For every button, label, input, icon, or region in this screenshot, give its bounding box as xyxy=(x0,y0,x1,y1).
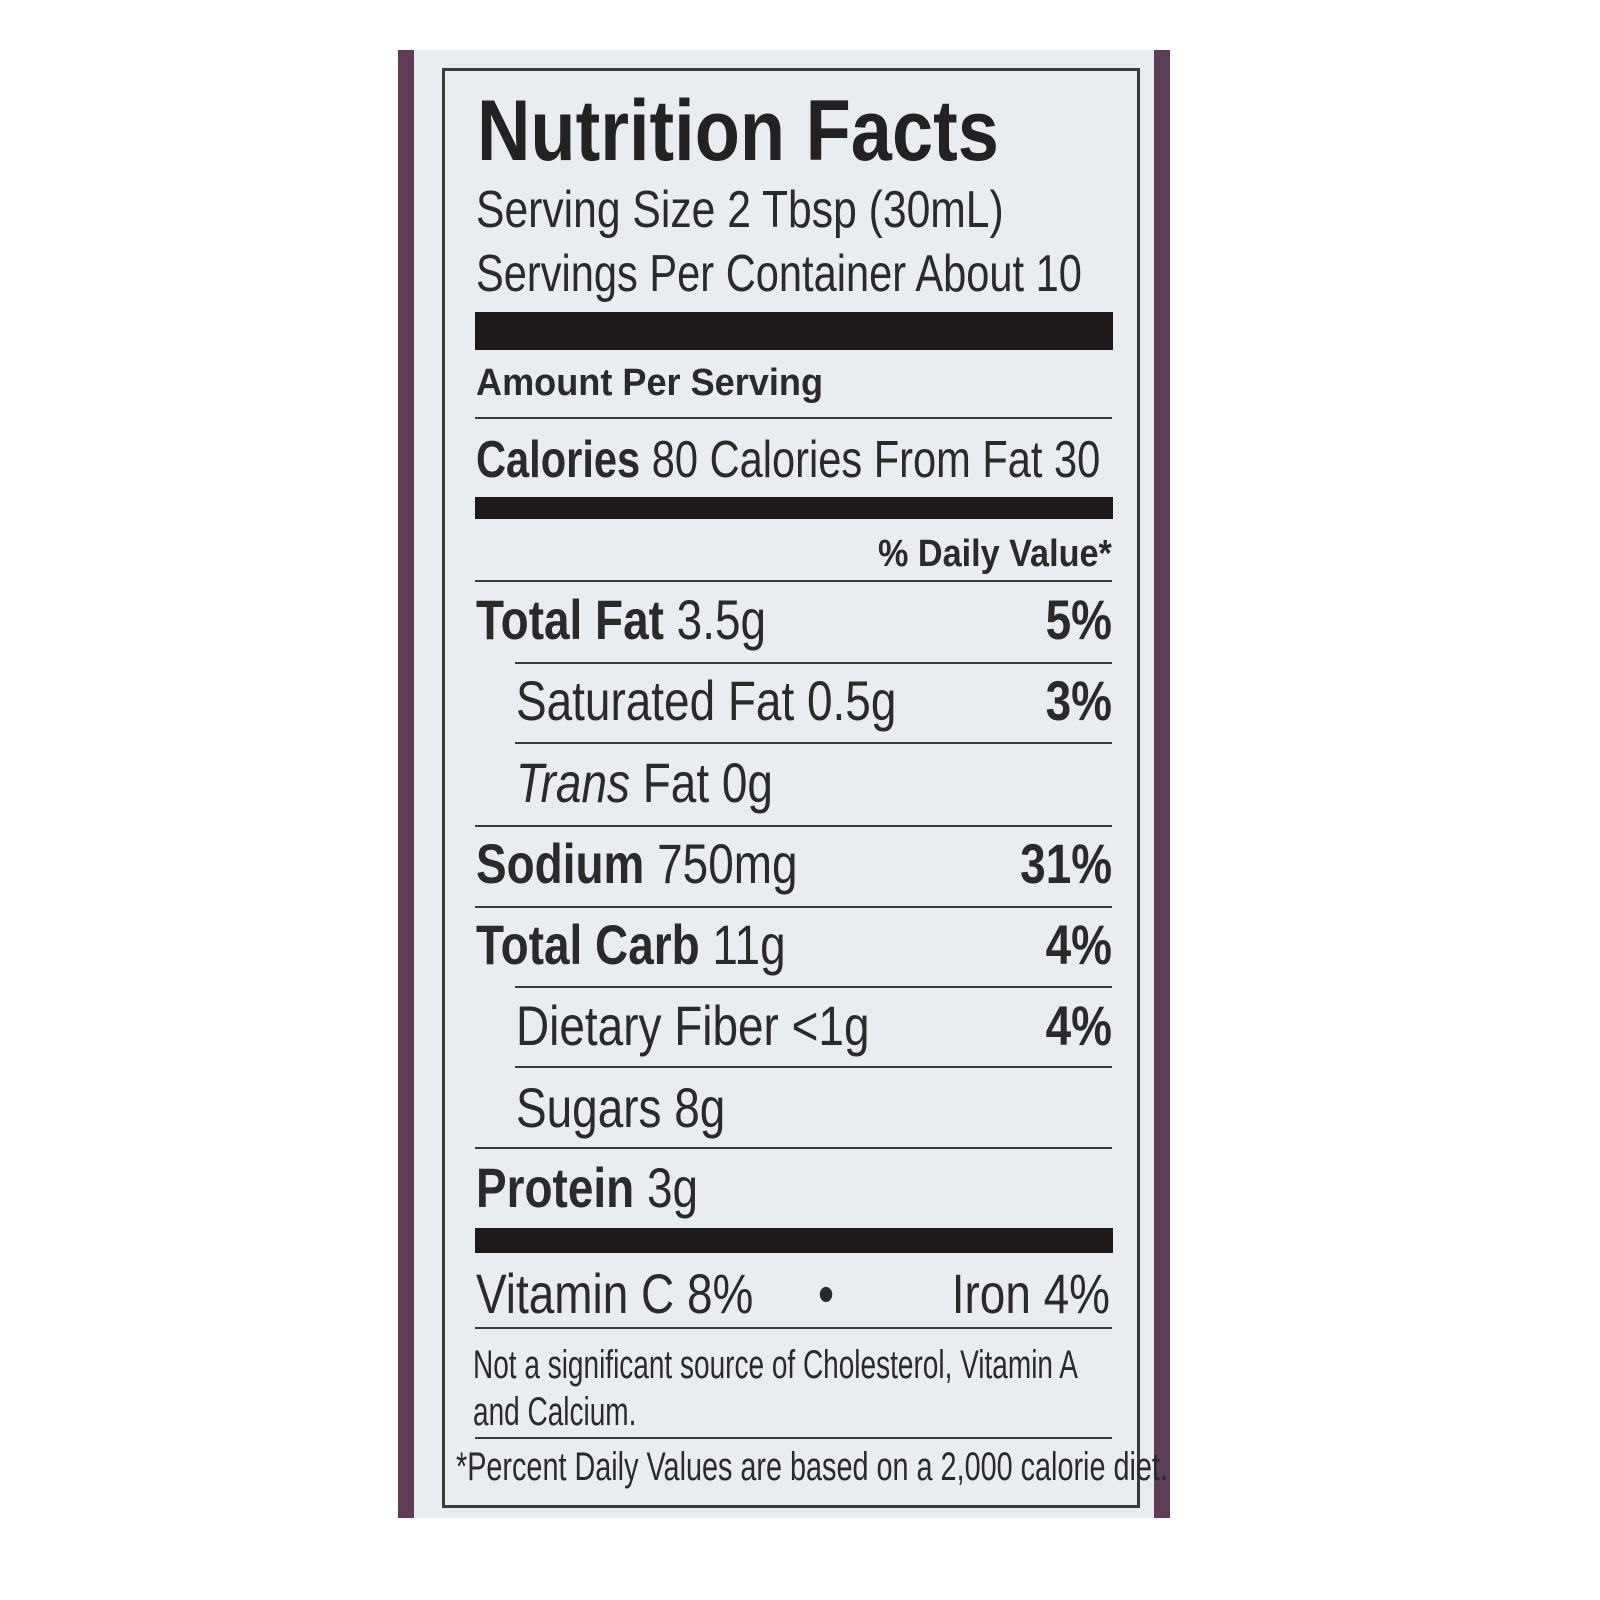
thick-divider xyxy=(475,1228,1113,1253)
not-significant-note-cont: and Calcium. xyxy=(473,1390,637,1434)
nutrient-row-total-fat: Total Fat 3.5g xyxy=(476,592,766,648)
divider xyxy=(515,1066,1112,1068)
calories-label: Calories xyxy=(476,431,641,489)
nutrient-row-trans-fat: Trans Fat 0g xyxy=(516,755,773,811)
nutrient-name: Sugars xyxy=(516,1076,662,1139)
nutrition-facts-border xyxy=(442,68,1140,1508)
nutrient-name: Total Fat xyxy=(476,588,664,651)
calories-row: Calories 80 Calories From Fat 30 xyxy=(476,434,1100,486)
thick-divider xyxy=(475,312,1113,350)
nutrient-row-protein: Protein 3g xyxy=(476,1160,698,1216)
nutrient-name-suffix: Fat xyxy=(642,751,710,814)
panel-edge-right xyxy=(1154,50,1170,1518)
divider xyxy=(515,662,1112,664)
serving-size: Serving Size 2 Tbsp (30mL) xyxy=(476,181,1004,239)
nutrient-dv: 4% xyxy=(1045,994,1112,1057)
nutrient-dv: 5% xyxy=(1045,588,1112,651)
nutrient-name: Total Carb xyxy=(476,913,700,976)
nutrient-name: Saturated Fat xyxy=(516,669,795,732)
divider xyxy=(475,1437,1112,1439)
divider xyxy=(515,986,1112,988)
nutrient-row-sodium: Sodium 750mg xyxy=(476,836,798,892)
nutrient-dv: 3% xyxy=(1045,669,1112,732)
nutrient-name: Protein xyxy=(476,1156,635,1219)
nutrient-row-dietary-fiber: Dietary Fiber <1g xyxy=(516,998,869,1054)
nutrient-row-total-carb: Total Carb 11g xyxy=(476,917,786,973)
label-panel xyxy=(398,50,1170,1518)
calories-value: 80 xyxy=(651,431,699,489)
divider xyxy=(475,906,1112,908)
nutrient-amount: 0.5g xyxy=(806,669,897,732)
divider xyxy=(515,742,1112,744)
title: Nutrition Facts xyxy=(477,83,999,179)
nutrient-dv: 31% xyxy=(1020,832,1112,895)
vitamin-c: Vitamin C 8% xyxy=(476,1262,754,1325)
nutrient-amount: 0g xyxy=(721,751,773,814)
amount-per-serving: Amount Per Serving xyxy=(476,362,824,404)
nutrient-amount: 750mg xyxy=(657,832,798,895)
nutrient-row-saturated-fat: Saturated Fat 0.5g xyxy=(516,673,896,729)
nutrient-row-sugars: Sugars 8g xyxy=(516,1080,725,1136)
iron: Iron 4% xyxy=(951,1262,1110,1325)
nutrient-name: Trans xyxy=(516,751,630,814)
medium-divider xyxy=(475,497,1113,519)
nutrient-name: Dietary Fiber xyxy=(516,994,779,1057)
not-significant-note: Not a significant source of Cholesterol,… xyxy=(473,1343,1078,1387)
divider xyxy=(475,1327,1112,1329)
nutrient-amount: 3g xyxy=(646,1156,699,1219)
divider xyxy=(475,580,1112,582)
calories-from-fat: Calories From Fat 30 xyxy=(709,431,1101,489)
divider xyxy=(475,825,1112,827)
divider xyxy=(475,1147,1112,1149)
panel-edge-left xyxy=(398,50,414,1518)
nutrient-amount: 3.5g xyxy=(676,588,767,651)
nutrient-name: Sodium xyxy=(476,832,645,895)
daily-value-footnote: *Percent Daily Values are based on a 2,0… xyxy=(456,1445,1168,1489)
bullet-separator: • xyxy=(818,1262,835,1325)
nutrient-dv: 4% xyxy=(1045,913,1112,976)
nutrient-amount: 8g xyxy=(674,1076,726,1139)
daily-value-header: % Daily Value* xyxy=(878,533,1112,575)
servings-per-container: Servings Per Container About 10 xyxy=(476,245,1082,303)
nutrient-amount: 11g xyxy=(712,913,786,976)
nutrient-amount: <1g xyxy=(791,994,870,1057)
divider xyxy=(475,417,1112,419)
